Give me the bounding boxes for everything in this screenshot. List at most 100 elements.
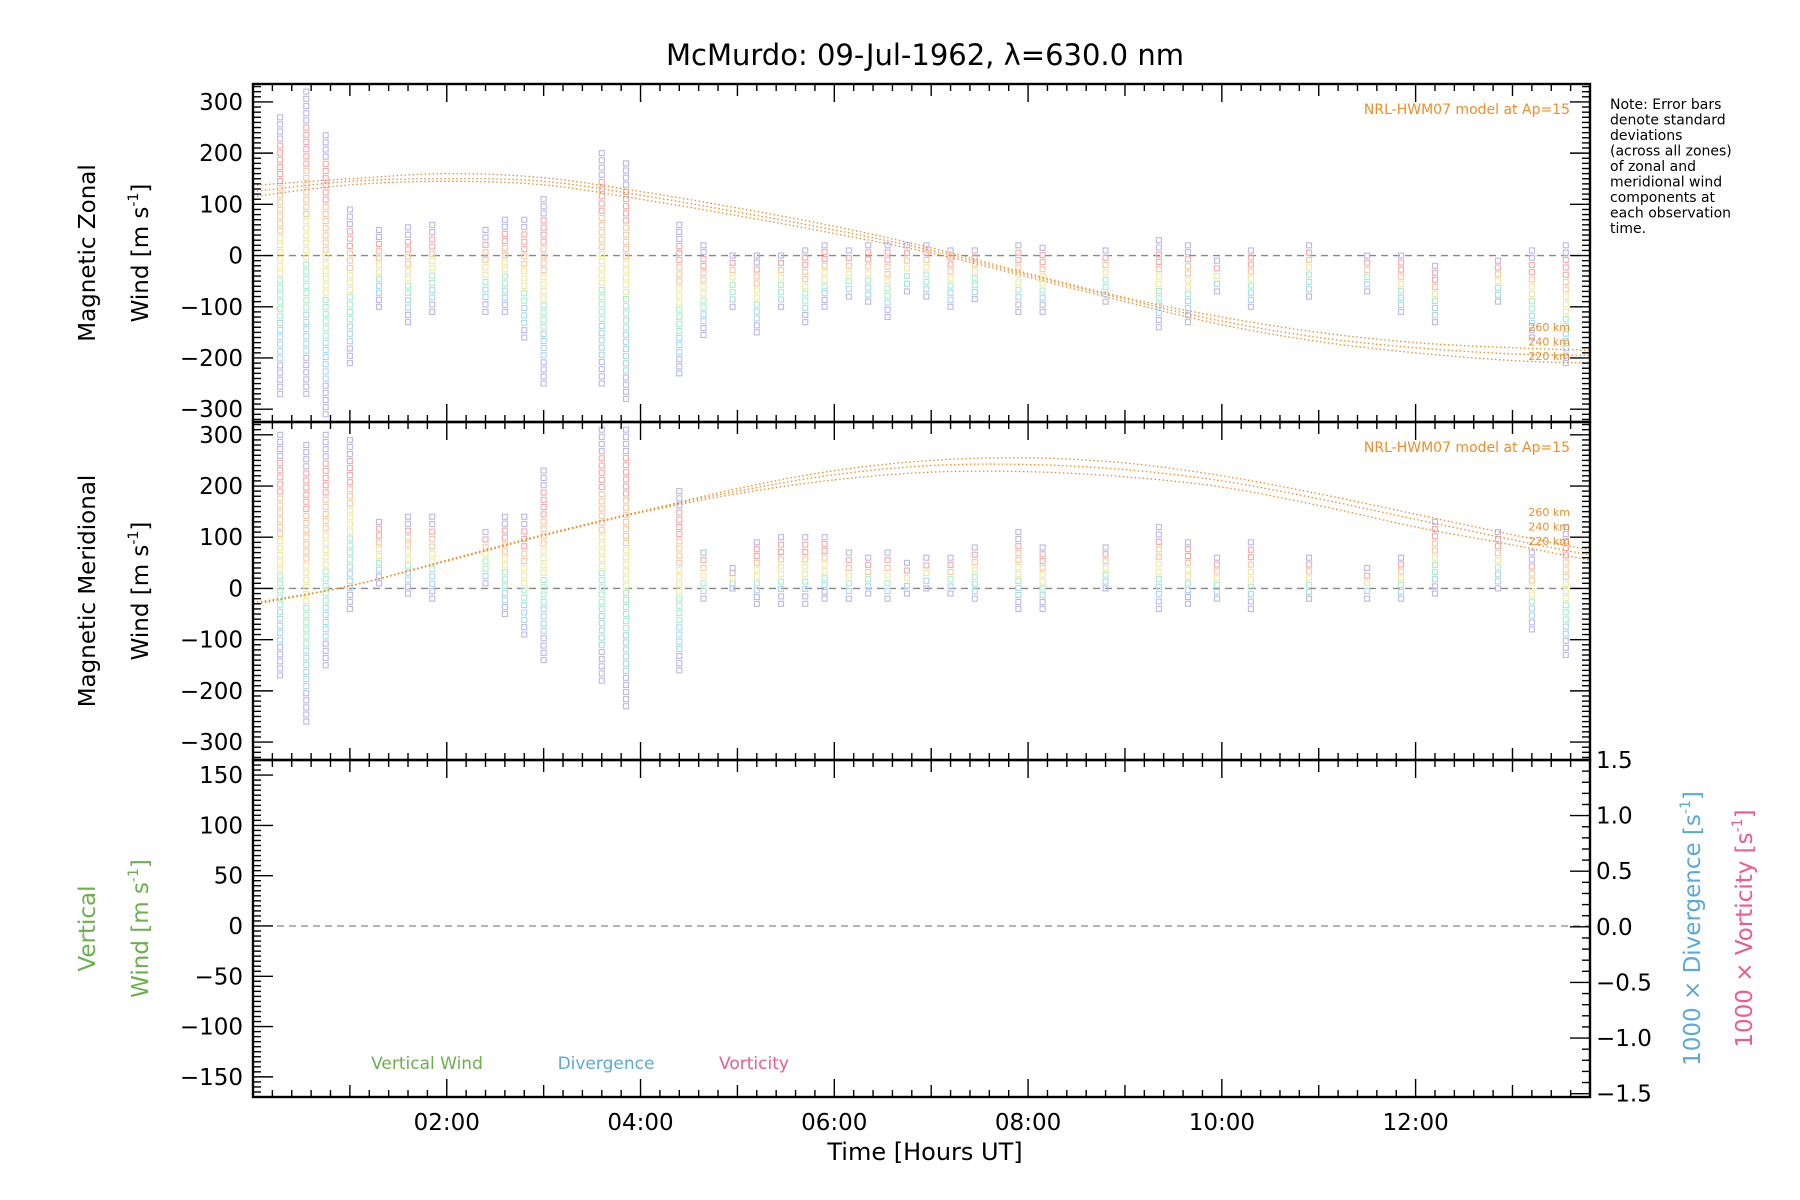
observation-point <box>1184 249 1191 256</box>
observation-point <box>303 527 310 534</box>
observation-point <box>821 283 828 290</box>
y-tick-label: 50 <box>214 864 243 890</box>
observation-point <box>501 555 508 562</box>
observation-point <box>429 279 436 286</box>
observation-point <box>777 274 785 281</box>
observation-point <box>277 509 284 516</box>
observation-point <box>277 545 284 552</box>
observation-point <box>676 660 683 667</box>
observation-point <box>322 303 329 311</box>
observation-point <box>303 347 310 354</box>
observation-point <box>676 602 683 609</box>
observation-point <box>1015 242 1022 249</box>
observation-point <box>753 294 760 301</box>
observation-point <box>777 541 785 548</box>
observation-point <box>1015 556 1022 564</box>
observation-point <box>777 600 785 607</box>
observation-point <box>1398 252 1405 259</box>
observation-point <box>482 234 489 241</box>
observation-column <box>303 441 310 725</box>
observation-point <box>540 576 547 584</box>
observation-point <box>865 569 872 576</box>
observation-point <box>429 521 436 528</box>
observation-point <box>1213 265 1221 272</box>
observation-point <box>322 225 329 232</box>
observation-point <box>303 491 310 498</box>
observation-point <box>622 554 630 561</box>
x-tick-label: 04:00 <box>607 1110 673 1136</box>
observation-point <box>622 589 630 596</box>
observation-point <box>1247 247 1254 254</box>
observation-point <box>1155 302 1162 309</box>
observation-point <box>622 388 630 395</box>
observation-point <box>1431 547 1439 554</box>
observation-point <box>1494 291 1502 298</box>
observation-point <box>429 301 436 308</box>
observation-point <box>598 440 605 448</box>
y-axis-label-line1: Magnetic Meridional <box>75 475 101 708</box>
observation-point <box>598 171 605 178</box>
observation-point <box>540 345 547 352</box>
observation-point <box>676 631 683 638</box>
observation-point <box>700 311 707 318</box>
observation-point <box>1184 270 1191 277</box>
observation-point <box>1305 568 1313 575</box>
altitude-label: 220 km <box>1528 350 1570 363</box>
observation-point <box>482 279 489 286</box>
observation-point <box>322 382 329 389</box>
observation-point <box>1015 605 1022 612</box>
observation-point <box>1247 282 1254 289</box>
observation-point <box>676 609 683 617</box>
observation-point <box>753 273 760 280</box>
observation-point <box>303 548 310 555</box>
observation-point <box>346 228 353 235</box>
observation-point <box>1562 616 1569 623</box>
y-axis-label-line1: Vertical <box>75 885 101 971</box>
observation-point <box>676 588 683 595</box>
observation-point <box>1494 543 1502 550</box>
altitude-label: 220 km <box>1528 535 1570 548</box>
observation-point <box>1398 588 1405 595</box>
observation-point <box>700 595 707 602</box>
divergence-axis-label: 1000 × Divergence [s-1] <box>1678 791 1706 1066</box>
observation-point <box>821 296 828 303</box>
observation-point <box>598 491 605 498</box>
observation-point <box>277 355 284 362</box>
observation-point <box>884 292 891 299</box>
observation-point <box>676 242 683 250</box>
observation-point <box>322 411 329 418</box>
observation-point <box>622 639 630 646</box>
observation-point <box>598 243 605 250</box>
observation-point <box>540 511 547 518</box>
observation-point <box>753 252 760 259</box>
observation-point <box>521 565 528 572</box>
observation-point <box>753 552 760 560</box>
observation-point <box>303 463 310 470</box>
observation-point <box>404 520 412 527</box>
observation-point <box>322 438 329 446</box>
observation-point <box>404 268 412 275</box>
observation-point <box>1562 651 1569 659</box>
observation-point <box>501 237 508 245</box>
observation-point <box>375 233 382 240</box>
observation-column <box>521 513 528 638</box>
observation-point <box>322 568 329 575</box>
observation-column <box>777 252 785 310</box>
observation-point <box>1494 557 1502 564</box>
observation-point <box>1155 538 1162 545</box>
observation-point <box>676 509 683 516</box>
observation-point <box>1562 602 1569 609</box>
observation-column <box>1184 242 1191 326</box>
observation-point <box>540 359 547 366</box>
y-tick-label: 150 <box>199 763 243 789</box>
observation-point <box>1528 276 1535 283</box>
observation-point <box>598 555 605 562</box>
observation-point <box>1528 591 1535 598</box>
observation-point <box>821 547 828 554</box>
observation-point <box>1562 279 1569 286</box>
observation-point <box>1364 252 1371 259</box>
observation-point <box>700 318 707 325</box>
observation-point <box>1102 262 1109 269</box>
observation-point <box>729 570 736 577</box>
observation-point <box>622 469 630 476</box>
